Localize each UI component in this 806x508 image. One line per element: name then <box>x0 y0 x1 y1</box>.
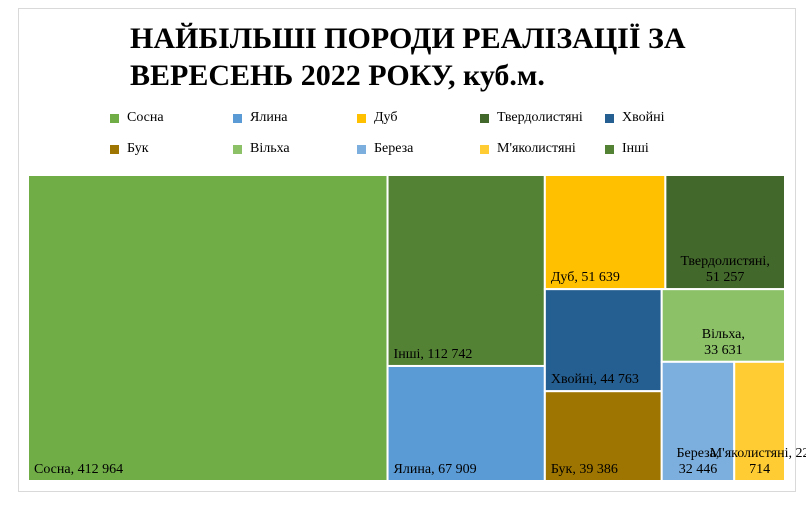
treemap-tile-rect <box>543 288 663 393</box>
treemap-tile: Ялина, 67 909 <box>386 364 546 483</box>
treemap-tile-label: Сосна, 412 964 <box>34 462 123 477</box>
treemap-tile-label-line: 32 446 <box>679 462 718 477</box>
treemap-tile-label-line: М'яколистяні, 22 <box>710 446 806 461</box>
treemap-tile-rect <box>27 174 389 482</box>
chart-title-line-2: ВЕРЕСЕНЬ 2022 РОКУ, куб.м. <box>130 59 545 92</box>
treemap-tile: Береза, 32 446 <box>660 360 736 482</box>
treemap-tile: М'яколистяні, 22 714 <box>710 360 806 482</box>
treemap-tile-label-line: Інші, 112 742 <box>394 347 473 362</box>
treemap-tile-label-line: 51 257 <box>706 270 745 285</box>
treemap-tile-label: Бук, 39 386 <box>551 462 618 477</box>
treemap-tile-label-line: Сосна, 412 964 <box>34 462 123 477</box>
treemap-tile-label-line: 714 <box>749 462 770 477</box>
treemap-tile-rect <box>660 288 786 363</box>
treemap-tile-rect <box>386 364 546 483</box>
treemap-tile-label: Інші, 112 742 <box>394 347 473 362</box>
treemap-tile-label: Дуб, 51 639 <box>551 270 620 285</box>
treemap-tile-label-line: Хвойні, 44 763 <box>551 372 639 387</box>
treemap-tile-label: М'яколистяні, 22 714 <box>710 446 806 477</box>
treemap-tile-rect <box>664 174 786 291</box>
treemap-tile: Хвойні, 44 763 <box>543 288 663 393</box>
treemap-tile-label-line: 33 631 <box>704 343 743 358</box>
treemap-tile-rect <box>543 390 663 482</box>
treemap-tile-rect <box>733 360 787 482</box>
treemap-tile: Твердолистяні, 51 257 <box>664 174 786 291</box>
treemap-tile-label: Твердолистяні, 51 257 <box>681 254 770 285</box>
treemap-tile: Інші, 112 742 <box>386 174 546 367</box>
treemap-tile: Вільха, 33 631 <box>660 288 786 363</box>
treemap-tile-rect <box>386 174 546 367</box>
treemap-tile-label: Вільха, 33 631 <box>702 327 745 358</box>
treemap-tile-label: Ялина, 67 909 <box>394 462 477 477</box>
treemap-tile-label-line: Дуб, 51 639 <box>551 270 620 285</box>
treemap-tile: Дуб, 51 639 <box>543 174 667 291</box>
treemap-tile-label: Хвойні, 44 763 <box>551 372 639 387</box>
treemap-tile: Сосна, 412 964 <box>27 174 389 482</box>
treemap-tile-label-line: Береза, <box>677 446 720 461</box>
treemap-tile: Бук, 39 386 <box>543 390 663 482</box>
treemap-tile-label-line: Твердолистяні, <box>681 254 770 269</box>
treemap-tile-label: Береза, 32 446 <box>677 446 720 477</box>
treemap-tile-label-line: Бук, 39 386 <box>551 462 618 477</box>
treemap-tile-label-line: Вільха, <box>702 327 745 342</box>
chart-title-line-1: НАЙБІЛЬШІ ПОРОДИ РЕАЛІЗАЦІЇ ЗА <box>130 22 686 55</box>
chart-title: НАЙБІЛЬШІ ПОРОДИ РЕАЛІЗАЦІЇ ЗА ВЕРЕСЕНЬ … <box>130 20 770 94</box>
treemap-tile-label-line: Ялина, 67 909 <box>394 462 477 477</box>
